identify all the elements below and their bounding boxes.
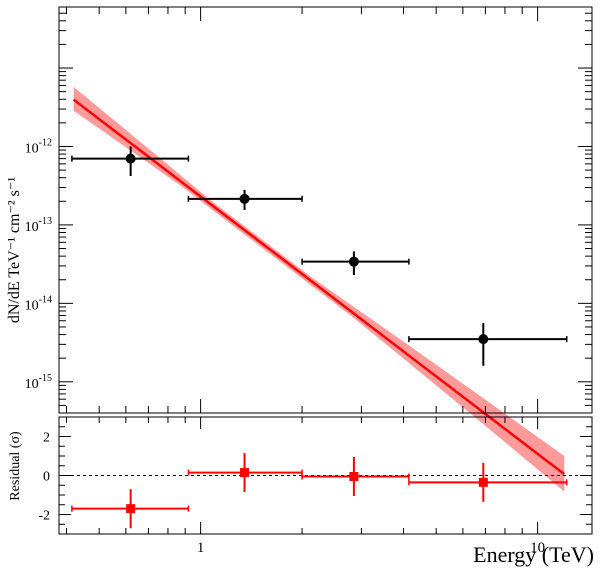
data-marker [478, 334, 489, 345]
x-axis-label: Energy (TeV) [473, 542, 594, 567]
x-tick-label: 1 [197, 540, 205, 556]
y-tick-label: 10-14 [25, 294, 52, 313]
residual-axis-label: Residual (σ) [8, 431, 23, 501]
residual-point-3 [301, 456, 410, 496]
residual-marker [349, 471, 359, 481]
data-point-2 [187, 189, 303, 210]
data-point-3 [301, 251, 410, 275]
residual-y-tick-label: -2 [38, 509, 50, 524]
data-point-4 [408, 323, 568, 366]
residual-point-1 [71, 489, 190, 529]
y-tick-label: 10-15 [25, 373, 52, 392]
residual-marker [240, 468, 250, 478]
residual-y-tick-label: 0 [43, 470, 50, 485]
data-marker [125, 153, 136, 164]
x-tick-label: 10 [530, 540, 545, 556]
y-axis-label: dN/dE TeV⁻¹ cm⁻² s⁻¹ [6, 177, 23, 324]
plot-frame [58, 6, 593, 414]
y-tick-label: 10-13 [25, 216, 52, 235]
y-tick-label: 10-12 [25, 137, 52, 156]
data-point-1 [71, 146, 190, 177]
residual-point-4 [408, 462, 568, 502]
residual-marker [126, 504, 136, 514]
fit-line [72, 98, 566, 476]
data-marker [348, 256, 359, 267]
residual-point-2 [187, 453, 303, 493]
residual-y-tick-label: 2 [43, 431, 50, 446]
data-marker [239, 193, 250, 204]
spectrum-panel: 10-12 10-13 10-14 10-15 [25, 6, 593, 492]
residual-marker [478, 477, 488, 487]
residual-panel: 2 0 -2 1 10 [38, 416, 593, 556]
fit-error-band [73, 86, 565, 492]
